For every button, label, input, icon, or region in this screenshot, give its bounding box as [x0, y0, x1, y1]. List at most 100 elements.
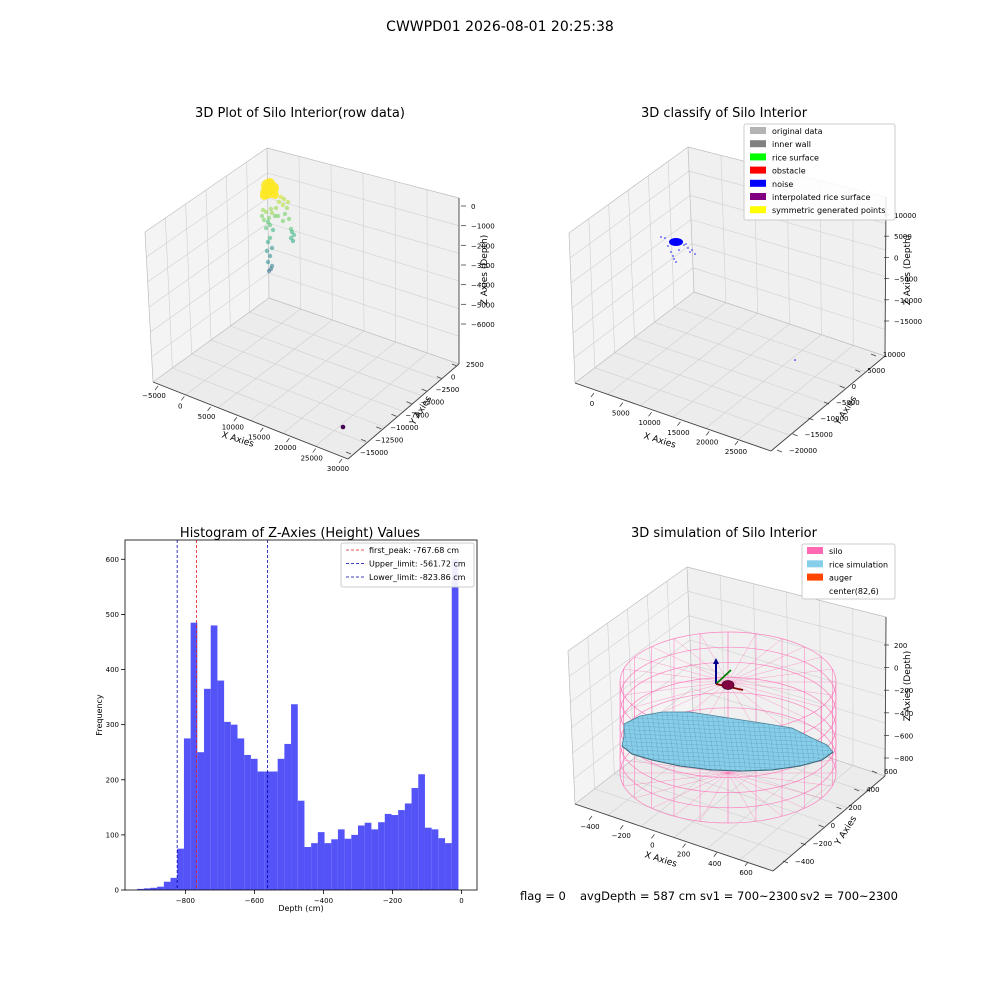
raw-plot-y-tick-mark	[421, 388, 427, 392]
classify-plot-x-tick-mark	[619, 402, 624, 407]
x-tick-label: −400	[314, 897, 333, 905]
histogram-bar	[237, 738, 245, 890]
silo-spoke-top	[727, 646, 805, 683]
simulation-plot-pane-edge	[567, 566, 688, 652]
simulation-plot-z-tick-label: −400	[894, 710, 913, 718]
simulation-plot-left-pane	[568, 567, 693, 804]
raw-plot-y-tick-label: −7500	[405, 411, 429, 419]
raw-plot-x-tick-mark	[180, 396, 185, 401]
legend-swatch	[807, 573, 823, 581]
silo-spoke-bottom	[623, 772, 729, 787]
raw-plot-x-tick-mark	[207, 406, 211, 412]
raw-plot-y-ticks: 2500 0 −2500 −5000 −7500 −10000 −12500 −15000	[345, 361, 484, 457]
histogram-ylabel: Frequency	[95, 694, 104, 736]
simulation-plot-y-ticks: 600 400 200 0 −200 −400	[782, 768, 897, 866]
raw-plot-x-tick-mark	[154, 385, 159, 391]
legend-swatch	[750, 140, 766, 148]
histogram-bar	[270, 771, 278, 890]
histogram-bar	[344, 838, 352, 890]
histogram-bar	[137, 888, 144, 890]
silo-spoke-top	[727, 681, 805, 718]
classify-plot-z-tick-label: −5000	[894, 276, 918, 284]
simulation-plot-y-tick-label: 0	[831, 822, 835, 830]
raw-data-3d-plot: 3D Plot of Silo Interior(row data) −5000…	[142, 106, 495, 473]
silo-spoke-top	[727, 668, 833, 683]
x-tick-label: −200	[383, 897, 402, 905]
raw-plot-x-tick-label: 5000	[198, 413, 216, 421]
raw-plot-x-tick-label: 10000	[222, 423, 244, 431]
classify-plot-x-tick-label: 0	[590, 400, 594, 408]
noise-point	[681, 241, 683, 243]
raw-plot-z-tick-label: −3000	[471, 262, 495, 270]
raw-plot-y-tick-mark	[376, 426, 382, 430]
status-sv2: sv2 = 700~2300	[800, 889, 898, 903]
histogram-bar	[250, 758, 258, 890]
y-tick-label: 500	[106, 611, 119, 619]
simulation-plot-grid-line	[687, 591, 886, 644]
classify-plot-y-tick-mark	[808, 417, 814, 421]
legend-label: rice simulation	[829, 560, 888, 569]
silo-spoke-bottom	[651, 772, 729, 809]
rice-mesh-line	[622, 748, 833, 760]
classify-plot-x-tick-label: 25000	[725, 448, 747, 456]
silo-spoke-top	[727, 681, 822, 708]
simulation-plot-pane-edge	[686, 566, 887, 618]
silo-spoke-bottom	[623, 759, 729, 774]
data-point	[275, 213, 281, 219]
histogram-bar	[391, 815, 399, 890]
raw-plot-x-tick-mark	[259, 427, 264, 432]
classify-plot-x-tick-mark	[677, 421, 681, 427]
legend-swatch	[750, 179, 766, 187]
data-point	[273, 205, 279, 211]
rice-mesh-line	[679, 712, 693, 771]
x-tick-label: 0	[459, 897, 463, 905]
histogram-bar	[170, 877, 178, 890]
noise-point	[667, 245, 669, 247]
legend-swatch	[807, 560, 823, 568]
classify-plot-x-tick-mark	[705, 431, 710, 436]
histogram-bar	[411, 788, 419, 890]
legend-swatch	[807, 547, 823, 554]
silo-spoke-top	[651, 681, 729, 718]
histogram-bar	[157, 886, 164, 890]
histogram-bar	[224, 721, 231, 890]
raw-plot-y-tick-mark	[436, 376, 443, 379]
classify-plot-x-tick-label: 20000	[696, 438, 718, 446]
histogram-bar	[438, 838, 446, 890]
histogram-bar	[291, 704, 298, 890]
raw-plot-y-tick-mark	[391, 413, 397, 417]
outlier-point	[340, 424, 346, 430]
rice-mesh-line	[622, 732, 833, 744]
simulation-plot-x-tick-label: −200	[612, 832, 631, 840]
rice-mesh-line	[622, 752, 833, 764]
data-point	[267, 222, 273, 228]
histogram-bar	[311, 843, 318, 890]
silo-spoke-top	[623, 668, 729, 683]
raw-plot-pane-edge	[266, 147, 460, 199]
noise-point	[687, 247, 689, 249]
raw-plot-pane-edge	[144, 147, 268, 233]
histogram-bar	[163, 881, 171, 890]
data-point	[266, 215, 272, 221]
histogram-bar	[197, 752, 205, 890]
histogram-bar	[371, 829, 379, 890]
classify-plot-y-ticks: 10000 5000 0 −5000 −10000 −15000 −20000	[776, 351, 905, 455]
y-tick-label: 200	[106, 776, 119, 784]
legend-swatch	[750, 206, 766, 214]
legend-swatch	[750, 166, 766, 174]
classify-plot-x-tick-mark	[590, 392, 595, 398]
raw-plot-title: 3D Plot of Silo Interior(row data)	[195, 106, 405, 121]
rice-mesh-line	[622, 728, 833, 740]
classify-plot-z-ticks: 10000 5000 0 −5000 −10000 −15000	[884, 212, 922, 326]
classify-plot-grid-line	[674, 306, 867, 373]
simulation-plot-y-tick-mark	[818, 824, 824, 828]
classify-plot-z-tick-label: 10000	[894, 212, 916, 220]
simulation-plot-x-tick-label: 200	[677, 851, 690, 859]
classify-plot-y-tick-label: −20000	[789, 447, 817, 455]
data-point	[280, 218, 286, 224]
data-point	[259, 213, 265, 219]
data-point	[263, 225, 269, 231]
legend-label: obstacle	[772, 167, 806, 176]
data-point	[261, 217, 267, 223]
raw-plot-x-tick-label: 0	[178, 402, 182, 410]
